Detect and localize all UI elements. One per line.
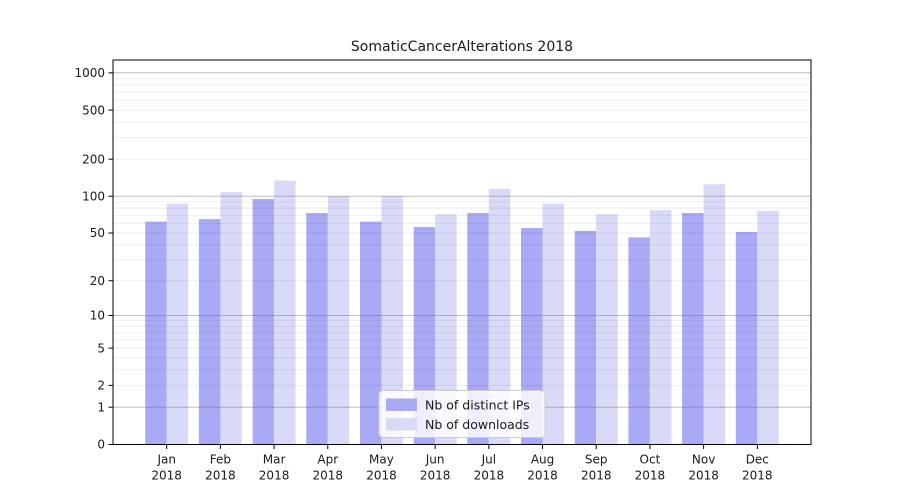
x-tick-label-month: Jul (481, 453, 496, 467)
bar-downloads (166, 203, 189, 445)
y-tick-label: 500 (82, 103, 105, 117)
y-tick-label: 20 (90, 274, 105, 288)
bar-downloads (488, 188, 511, 445)
axes-spines (112, 59, 812, 445)
legend-swatch-distinct-ips (386, 398, 417, 411)
x-tick-label-year: 2018 (151, 469, 182, 483)
bar-distinct-ips (735, 231, 758, 445)
x-tick-label-month: May (369, 453, 394, 467)
x-tick-label-year: 2018 (474, 469, 505, 483)
x-tick-label-month: Jan (156, 453, 176, 467)
bar-downloads (703, 184, 726, 445)
x-tick-label-month: Nov (692, 453, 715, 467)
y-axis: 0 1 2 5 10 20 50 100 200 500 1000 (74, 66, 113, 452)
x-tick-label-year: 2018 (635, 469, 666, 483)
y-tick-label: 0 (97, 438, 105, 452)
x-tick-label-year: 2018 (259, 469, 290, 483)
bar-downloads (649, 210, 672, 445)
bar-downloads (381, 196, 403, 445)
legend-box (378, 390, 546, 438)
legend-swatch-downloads (386, 418, 417, 431)
chart-title: SomaticCancerAlterations 2018 (351, 39, 573, 55)
bar-distinct-ips (198, 219, 221, 445)
x-tick-label-month: Aug (531, 453, 554, 467)
legend-label-distinct-ips: Nb of distinct IPs (425, 397, 530, 412)
bar-downloads (596, 214, 618, 445)
bar-distinct-ips (467, 213, 489, 445)
bar-distinct-ips (682, 213, 704, 445)
bar-distinct-ips (628, 237, 650, 445)
x-tick-label-year: 2018 (688, 469, 719, 483)
legend: Nb of distinct IPs Nb of downloads (378, 390, 546, 438)
x-tick-label-month: Oct (640, 453, 661, 467)
bar-downloads (757, 210, 779, 445)
x-tick-label-month: Mar (263, 453, 286, 467)
x-tick-label-month: Jun (425, 453, 445, 467)
y-tick-label: 100 (82, 189, 105, 203)
y-tick-label: 1000 (74, 66, 105, 80)
x-tick-label-month: Dec (746, 453, 769, 467)
bar-distinct-ips (574, 230, 597, 445)
x-tick-label-month: Feb (210, 453, 231, 467)
bar-distinct-ips (145, 221, 167, 445)
bar-downloads (542, 203, 564, 445)
x-tick-label-month: Sep (585, 453, 608, 467)
bar-distinct-ips (252, 199, 275, 445)
x-tick-label-year: 2018 (312, 469, 343, 483)
y-tick-label: 2 (97, 379, 105, 393)
y-tick-label: 10 (90, 309, 105, 323)
legend-label-downloads: Nb of downloads (425, 417, 529, 432)
bar-distinct-ips (360, 221, 382, 445)
x-axis: Jan 2018 Feb 2018 Mar 2018 Apr 2018 May 2018 Jun 20… (151, 444, 773, 483)
x-tick-label-year: 2018 (420, 469, 451, 483)
bar-distinct-ips (306, 213, 328, 445)
x-tick-label-month: Apr (317, 453, 338, 467)
x-tick-label-year: 2018 (581, 469, 612, 483)
x-tick-label-year: 2018 (527, 469, 558, 483)
grid-group (113, 72, 811, 408)
x-tick-label-year: 2018 (205, 469, 236, 483)
bar-downloads (274, 180, 296, 445)
bar-downloads (220, 192, 242, 445)
y-tick-label: 1 (97, 400, 105, 414)
x-tick-label-year: 2018 (742, 469, 773, 483)
x-tick-label-year: 2018 (366, 469, 397, 483)
y-tick-label: 5 (97, 341, 105, 355)
y-tick-label: 50 (90, 226, 105, 240)
bar-downloads (435, 214, 457, 445)
y-tick-label: 200 (82, 152, 105, 166)
bar-downloads (327, 196, 350, 445)
bars-group (145, 180, 779, 445)
